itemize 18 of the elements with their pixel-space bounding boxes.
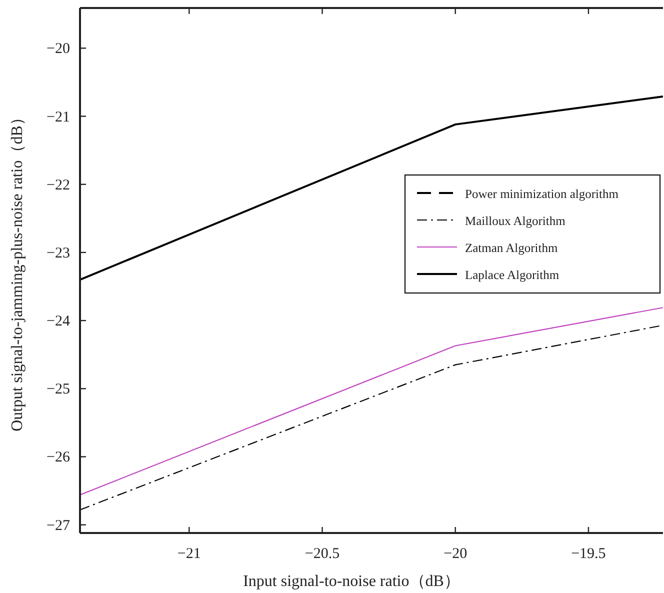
y-tick-label: −26 xyxy=(46,450,70,466)
y-tick-label: −22 xyxy=(46,177,70,194)
y-tick-label: −20 xyxy=(46,41,70,58)
x-tick-label: −21 xyxy=(177,546,201,562)
y-tick-label: −23 xyxy=(46,245,70,262)
y-tick-label: −25 xyxy=(46,382,70,398)
x-axis-title: Input signal-to-noise ratio（dB） xyxy=(243,573,460,590)
x-tick-label: −19.5 xyxy=(571,546,606,562)
y-tick-label: −24 xyxy=(46,314,70,330)
x-tick-label: −20 xyxy=(444,546,468,562)
legend-label: Mailloux Algorithm xyxy=(465,214,566,228)
legend-label: Laplace Algorithm xyxy=(465,268,560,282)
y-axis-title: Output signal-to-jamming-plus-noise ratio（dB） xyxy=(9,110,26,432)
legend-label: Zatman Algorithm xyxy=(465,241,558,255)
y-tick-label: −27 xyxy=(46,518,70,534)
x-tick-label: −20.5 xyxy=(304,546,340,562)
legend-label: Power minimization algorithm xyxy=(465,187,619,201)
y-tick-label: −21 xyxy=(46,109,70,126)
